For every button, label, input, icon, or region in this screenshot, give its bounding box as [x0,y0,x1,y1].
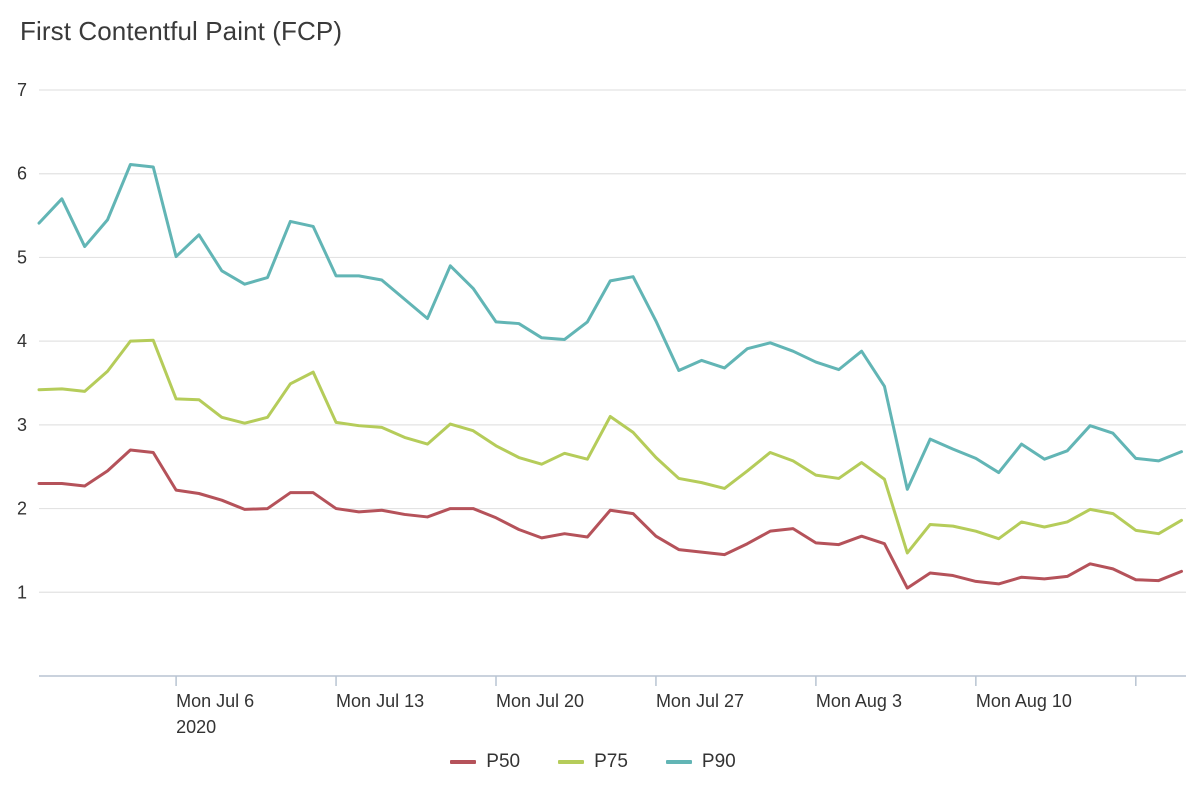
series-line-p50 [37,448,1183,590]
legend-swatch [450,760,477,764]
y-tick-label: 3 [17,415,27,435]
y-tick-label: 2 [17,499,27,519]
y-axis-tick-labels: 1 2 3 4 5 6 7 [17,80,27,602]
legend-label: P75 [594,751,628,772]
x-tick-label: Mon Aug 10 [976,691,1072,711]
y-tick-label: 5 [17,247,27,267]
y-tick-label: 4 [17,331,27,351]
x-tick-label: Mon Aug 3 [816,691,902,711]
series-lines [37,163,1183,590]
x-tick-label: Mon Jul 6 [176,691,254,711]
legend-label: P50 [486,751,521,772]
legend: P50 P75 P90 [0,744,1186,780]
legend-item-p50[interactable]: P50 [450,751,520,773]
x-axis-tick-labels: Mon Jul 6 2020 Mon Jul 13 Mon Jul 20 Mon Jul… [176,691,1072,737]
y-tick-label: 6 [17,164,27,184]
y-tick-label: 1 [17,582,27,602]
x-tick-label: Mon Jul 20 [496,691,584,711]
legend-item-p75[interactable]: P75 [558,751,628,773]
legend-label: P90 [701,751,736,772]
x-tick-sublabel: 2020 [176,717,216,737]
x-tick-label: Mon Jul 13 [336,691,424,711]
chart-title: First Contentful Paint (FCP) [20,16,343,46]
series-line-p75 [37,338,1183,555]
legend-swatch [665,760,692,764]
gridlines [39,89,1186,593]
y-tick-label: 7 [17,80,27,100]
series-line-p90 [37,163,1183,491]
legend-item-p90[interactable]: P90 [665,751,736,773]
legend-swatch [558,760,585,764]
x-tick-label: Mon Jul 27 [656,691,744,711]
x-axis [39,675,1186,686]
